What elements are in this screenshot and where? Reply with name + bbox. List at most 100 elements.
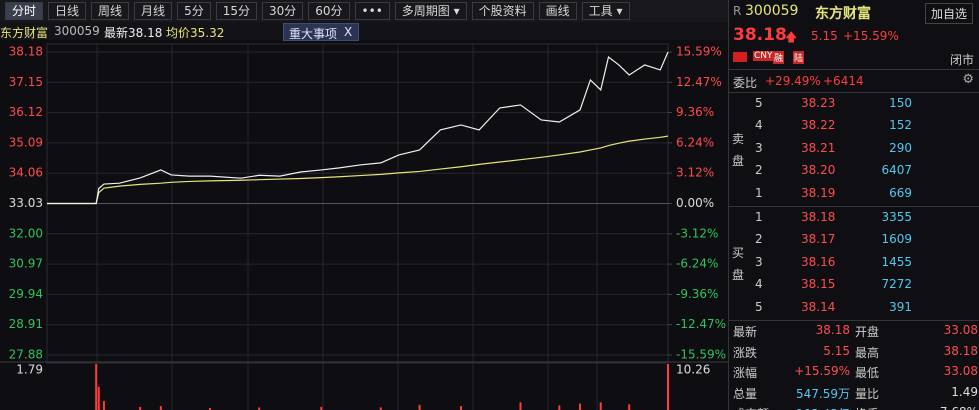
book-volume: 7272 <box>881 277 912 292</box>
toolbar-button[interactable]: 个股资料 <box>471 2 534 20</box>
quote-price: 38.18 <box>733 25 787 45</box>
y-tick-label: 38.18 <box>9 45 43 59</box>
toolbar-button[interactable]: ••• <box>354 2 390 20</box>
quote-pct: +15.59% <box>843 29 899 43</box>
volume-bar <box>102 401 105 410</box>
stat-label: 最新 <box>733 325 758 339</box>
y-tick-label: 33.03 <box>9 196 43 210</box>
y-tick-label: 28.91 <box>9 317 43 331</box>
volume-bar <box>460 406 462 410</box>
toolbar-button[interactable]: 60分 <box>308 2 350 20</box>
flag-icon <box>733 52 747 62</box>
book-price: 38.23 <box>801 96 836 110</box>
badge: 融 <box>773 51 785 64</box>
book-price: 38.15 <box>801 277 836 292</box>
stat-label: 总量 <box>733 386 758 401</box>
event-label: 重大事项 <box>289 27 338 41</box>
toolbar-button[interactable]: 5分 <box>177 2 211 20</box>
book-level: 2 <box>755 232 763 247</box>
event-tag[interactable]: 重大事项 X <box>283 23 359 41</box>
ratio-value: +29.49% <box>765 74 821 88</box>
y2-tick-label: 9.36% <box>676 105 714 119</box>
book-level: 3 <box>755 140 763 155</box>
book-volume: 150 <box>889 96 912 110</box>
quote-name: 东方财富 <box>815 6 871 22</box>
stat-label: 涨幅 <box>733 366 758 380</box>
book-price: 38.22 <box>801 118 836 133</box>
stat-value: 33.08 <box>943 364 978 378</box>
stat-value: 193.43亿 <box>796 405 850 410</box>
book-volume: 1609 <box>881 232 912 247</box>
price-line <box>47 135 669 205</box>
toolbar-button[interactable]: 日线 <box>48 2 87 20</box>
volume-bar <box>599 402 602 410</box>
book-volume: 391 <box>889 299 912 314</box>
toolbar-button[interactable]: 多周期图 ▾ <box>394 2 467 20</box>
volume-bar <box>209 407 212 410</box>
y-tick-label: 32.00 <box>9 226 43 240</box>
y2-tick-label: -12.47% <box>676 317 726 331</box>
badge: CNY <box>753 51 774 61</box>
toolbar-button[interactable]: 月线 <box>134 2 173 20</box>
stat-label: 开盘 <box>855 325 880 339</box>
market-tag: R <box>733 4 742 18</box>
toolbar-button[interactable]: 15分 <box>215 2 257 20</box>
book-volume: 6407 <box>881 163 912 178</box>
y-tick-label: 35.09 <box>9 135 43 149</box>
y-tick-label: 27.88 <box>9 348 43 362</box>
settings-icon[interactable]: ⚙ <box>962 72 974 87</box>
stat-value: 33.08 <box>943 323 978 337</box>
stat-value: 5.15 <box>823 343 850 358</box>
toolbar-button[interactable]: 工具 ▾ <box>581 2 630 20</box>
y2-tick-label: 0.00% <box>676 196 714 210</box>
sep <box>729 69 979 70</box>
event-close: X <box>344 25 353 39</box>
chart: 38.18 37.15 36.12 35.09 34.06 33.03 32.00 30.97… <box>0 43 728 410</box>
toolbar-button[interactable]: 周线 <box>91 2 130 20</box>
badge: 陆 <box>793 51 805 64</box>
toolbar-button[interactable]: 画线 <box>538 2 577 20</box>
volume-bar <box>320 406 323 410</box>
volume-bar <box>97 386 100 410</box>
stat-label: 最高 <box>855 345 880 360</box>
quote-change: 5.15 <box>811 29 838 43</box>
volume-bar <box>159 406 162 410</box>
book-volume: 152 <box>889 118 912 133</box>
quote-code: 300059 <box>745 3 799 19</box>
book-price: 38.14 <box>801 299 836 314</box>
volume-bar <box>558 405 561 410</box>
book-level: 3 <box>755 254 763 269</box>
stat-value: 1.49 <box>951 384 978 399</box>
book-level: 4 <box>755 277 763 292</box>
volume-bar <box>258 407 261 410</box>
y-tick-label: 37.15 <box>9 75 43 89</box>
book-level: 4 <box>755 118 763 133</box>
toolbar-button[interactable]: 30分 <box>261 2 304 20</box>
toolbar: 分时 日线 周线 月线 5分 15分 30分 60分 ••• 多周期图 ▾ 个股资料 画线 工具 ▾ <box>0 0 728 22</box>
watch-button[interactable]: 加自选 <box>925 3 974 24</box>
book-level: 5 <box>755 96 763 110</box>
stat-label: 涨跌 <box>733 345 758 360</box>
book-level: 1 <box>755 185 763 200</box>
y2-tick-label: 12.47% <box>676 75 722 89</box>
y2-tick-label: -6.24% <box>676 257 718 271</box>
toolbar-button[interactable]: 分时 <box>5 2 44 20</box>
stat-value: +15.59% <box>794 364 850 378</box>
book-volume: 669 <box>889 185 912 200</box>
stock-code: 300059 <box>54 24 100 38</box>
y-tick-label: 36.12 <box>9 105 43 119</box>
stat-value: 547.59万 <box>796 386 850 401</box>
book-price: 38.21 <box>801 140 836 155</box>
book-price: 38.17 <box>801 232 836 247</box>
market-status: 闭市 <box>949 53 974 67</box>
y-tick-label: 1.79 <box>16 363 43 377</box>
y2-tick-label: 6.24% <box>676 135 714 149</box>
stat-value: 7.68% <box>940 405 978 410</box>
book-volume: 1455 <box>881 254 912 269</box>
book-price: 38.20 <box>801 163 836 178</box>
sep <box>729 92 979 93</box>
sep <box>729 206 979 207</box>
stat-label: 成交额 <box>733 405 769 410</box>
price-line <box>47 51 669 205</box>
stat-label: 量比 <box>855 386 880 401</box>
